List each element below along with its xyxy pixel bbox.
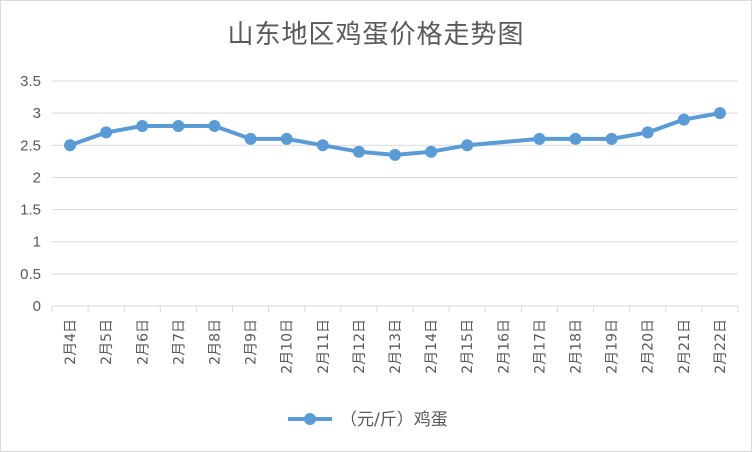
data-point[interactable]	[677, 113, 690, 126]
x-tick-label: 2月9日	[244, 319, 260, 365]
y-axis-ticks: 0 0.5 1 1.5 2 2.5 3 3.5	[20, 73, 41, 315]
data-point[interactable]	[605, 132, 618, 145]
chart-title: 山东地区鸡蛋价格走势图	[227, 20, 525, 50]
y-tick-label: 1	[33, 234, 41, 251]
x-tick-label: 2月18日	[569, 319, 585, 374]
y-tick-label: 2	[33, 169, 41, 186]
data-point[interactable]	[533, 132, 546, 145]
legend[interactable]: （元/斤）鸡蛋	[288, 410, 448, 430]
x-tick-label: 2月6日	[135, 319, 151, 365]
data-point[interactable]	[389, 148, 401, 161]
x-tick-label: 2月21日	[677, 319, 693, 374]
x-tick-label: 2月17日	[532, 319, 548, 374]
x-tick-label: 2月20日	[641, 319, 657, 374]
data-point[interactable]	[461, 139, 474, 152]
y-tick-label: 0	[33, 298, 41, 315]
data-point[interactable]	[64, 139, 77, 152]
series-line	[69, 111, 721, 157]
data-point[interactable]	[136, 120, 149, 132]
y-tick-label: 0.5	[20, 266, 41, 283]
x-tick-label: 2月12日	[352, 319, 368, 374]
data-point[interactable]	[208, 120, 221, 132]
y-tick-label: 2.5	[20, 137, 41, 154]
y-tick-label: 3	[33, 105, 41, 122]
data-point[interactable]	[713, 107, 726, 120]
data-point[interactable]	[425, 145, 438, 158]
grid-lines	[52, 80, 738, 307]
series-layer	[64, 107, 726, 161]
data-point[interactable]	[641, 126, 654, 139]
x-tick-label: 2月5日	[99, 319, 115, 365]
x-tick-label: 2月13日	[388, 319, 404, 374]
x-tick-label: 2月4日	[63, 319, 79, 365]
x-tick-label: 2月16日	[496, 319, 512, 374]
data-point[interactable]	[316, 139, 329, 152]
x-tick-label: 2月10日	[280, 319, 296, 374]
x-tick-label: 2月14日	[424, 319, 440, 374]
data-point[interactable]	[280, 132, 293, 145]
x-tick-label: 2月11日	[316, 319, 332, 374]
x-tick-label: 2月7日	[171, 319, 187, 365]
data-point[interactable]	[352, 145, 365, 158]
legend-label: （元/斤）鸡蛋	[340, 410, 448, 430]
x-axis-ticks: 2月4日 2月5日 2月6日 2月7日 2月8日 2月9日 2月10日 2月11日 2月12日 2…	[51, 306, 739, 374]
legend-swatch-marker	[304, 413, 316, 425]
y-tick-label: 1.5	[20, 202, 41, 219]
x-tick-label: 2月19日	[605, 319, 621, 374]
x-tick-label: 2月22日	[713, 319, 729, 374]
data-point[interactable]	[244, 132, 257, 145]
data-point[interactable]	[100, 126, 113, 139]
x-tick-label: 2月8日	[207, 319, 223, 365]
data-point[interactable]	[172, 120, 185, 132]
y-tick-label: 3.5	[20, 73, 41, 90]
data-point[interactable]	[569, 132, 582, 145]
x-tick-label: 2月15日	[460, 319, 476, 374]
